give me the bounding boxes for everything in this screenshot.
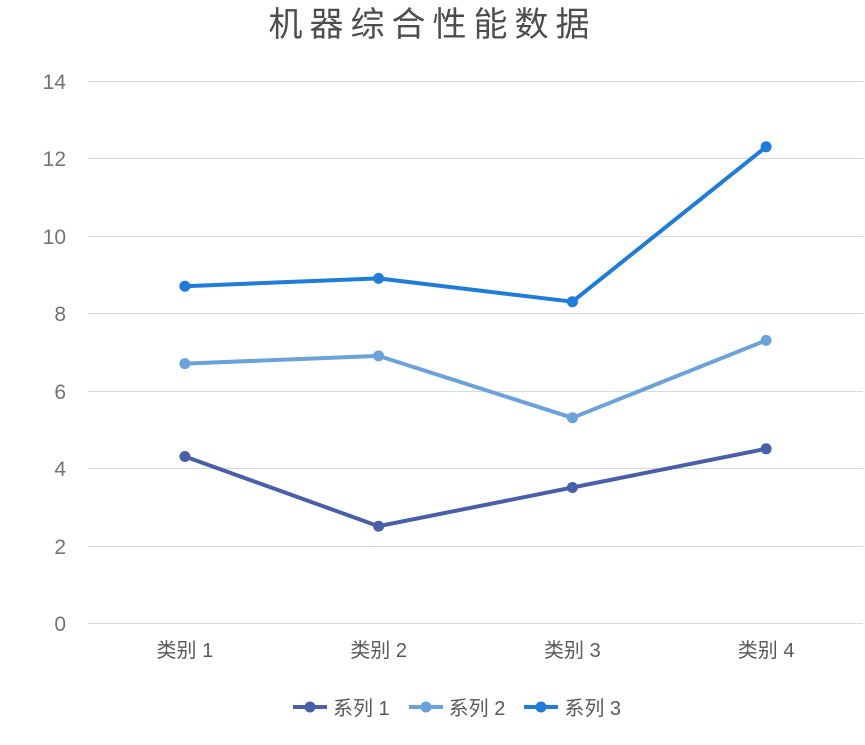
- data-point-marker-series-1: [760, 443, 772, 455]
- chart-title: 机器综合性能数据: [268, 7, 597, 44]
- series-line-3: [182, 144, 769, 304]
- x-category-label: 类别 1: [157, 639, 214, 662]
- y-tick-label: 4: [54, 458, 66, 481]
- y-tick-label: 12: [43, 148, 66, 171]
- data-point-marker-series-3: [373, 272, 385, 284]
- legend-line-marker-icon: [292, 701, 327, 712]
- y-tick-label: 2: [54, 536, 66, 559]
- legend-dot: [304, 701, 316, 712]
- data-point-marker-series-1: [566, 482, 578, 493]
- x-category-label: 类别 2: [350, 639, 407, 662]
- series-line-1: [182, 446, 769, 529]
- y-tick-label: 14: [43, 71, 67, 94]
- legend-dot: [535, 701, 547, 712]
- series-line-2: [182, 338, 769, 420]
- x-category-label: 类别 3: [544, 639, 601, 662]
- legend-label: 系列 2: [448, 698, 506, 720]
- data-point-marker-series-2: [566, 412, 578, 424]
- legend-line-marker-icon: [524, 701, 559, 712]
- y-tick-label: 8: [54, 303, 66, 326]
- data-point-marker-series-1: [373, 520, 385, 532]
- y-tick-label: 0: [54, 613, 66, 636]
- data-point-marker-series-1: [179, 451, 191, 462]
- data-point-marker-series-3: [179, 280, 191, 292]
- data-point-marker-series-3: [760, 141, 772, 153]
- legend-item-3: 系列 3: [523, 692, 621, 721]
- legend-line-marker-icon: [408, 701, 443, 712]
- data-point-marker-series-2: [373, 350, 385, 362]
- y-tick-label: 6: [54, 381, 66, 404]
- legend-item-1: 系列 1: [292, 692, 390, 721]
- legend-dot: [420, 701, 432, 712]
- data-point-marker-series-3: [566, 296, 578, 308]
- legend-item-2: 系列 2: [408, 692, 506, 721]
- x-category-label: 类别 4: [738, 639, 795, 662]
- data-point-marker-series-2: [179, 358, 191, 370]
- data-point-marker-series-2: [760, 334, 772, 346]
- legend-label: 系列 1: [332, 698, 390, 720]
- y-tick-label: 10: [43, 226, 66, 249]
- legend: 系列 1 系列 2 系列 3: [24, 692, 865, 721]
- legend-label: 系列 3: [564, 698, 622, 720]
